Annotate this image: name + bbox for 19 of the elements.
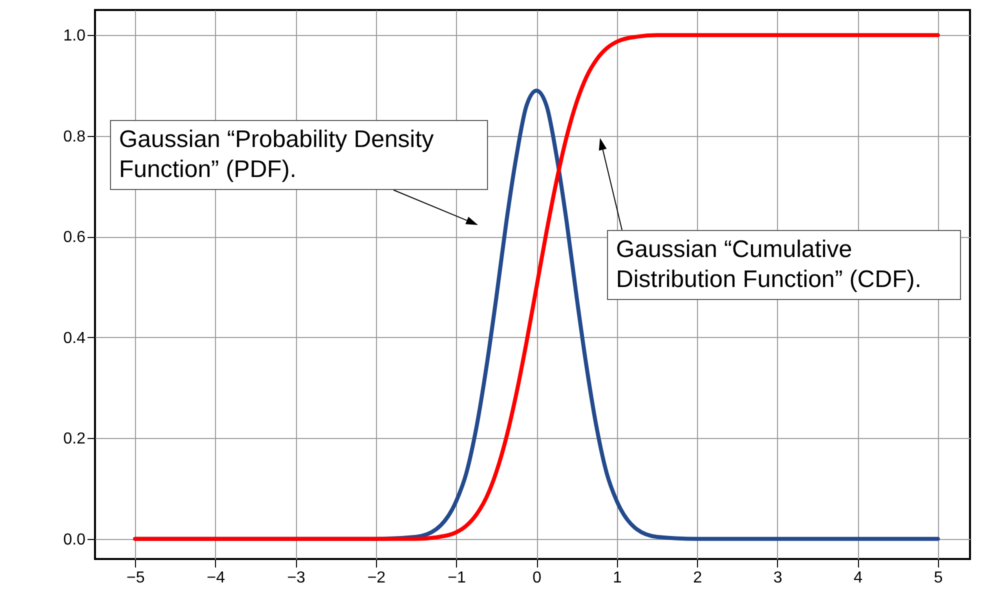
x-tick-label: −2 [367, 570, 386, 586]
x-tick-label: −4 [206, 570, 226, 586]
x-tick-label: 3 [773, 570, 782, 586]
annotation: Gaussian “Cumulative Distribution Function” (CDF). [607, 230, 961, 300]
x-tick-label: 0 [532, 570, 542, 586]
y-tick-label: 0.2 [63, 430, 86, 448]
y-tick-label: 0.6 [63, 229, 86, 246]
x-tick-label: −1 [448, 570, 466, 586]
x-tick-label: 4 [854, 570, 863, 586]
annotation: Gaussian “Probability Density Function” (PDF). [110, 120, 488, 190]
x-tick-label: −3 [287, 570, 306, 586]
y-tick-label: 0.0 [63, 531, 86, 548]
y-tick-label: 0.8 [63, 128, 86, 146]
x-tick-label: 2 [693, 570, 702, 586]
x-tick-label: 5 [934, 570, 943, 586]
y-tick-label: 0.4 [63, 330, 86, 347]
x-tick-label: 1 [612, 570, 622, 586]
x-tick-label: −5 [126, 570, 145, 586]
y-tick-label: 1.0 [63, 28, 86, 45]
